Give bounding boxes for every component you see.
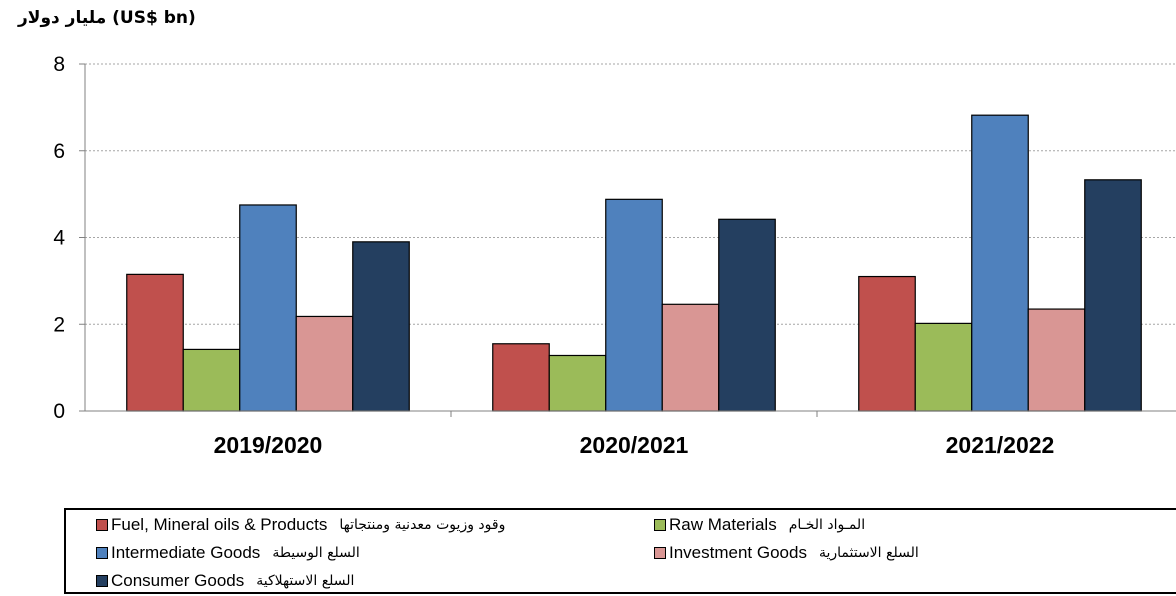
legend-label-en: Consumer Goods (111, 571, 245, 590)
legend: Fuel, Mineral oils & Products وقود وزيوت … (64, 508, 1176, 594)
bar-investment-goods-2020-2021 (661, 303, 720, 412)
y-tick-label: 2 (53, 313, 65, 336)
bar-fuel-mineral-oils-products-2021-2022 (858, 275, 916, 412)
bar-investment-goods-2021-2022 (1027, 308, 1086, 412)
y-tick-label: 6 (53, 140, 65, 163)
x-category-label: 2021/2022 (946, 432, 1055, 458)
legend-swatch (96, 547, 108, 559)
bar-chart: 0 2 4 6 8 2019/2020 2020/2021 2021/2022 (53, 53, 1176, 458)
x-category-label: 2020/2021 (580, 432, 689, 458)
unit-label: مليار دولار (US$ bn) (18, 8, 196, 28)
axes (79, 63, 1176, 417)
legend-swatch (96, 519, 108, 531)
bar-fuel-mineral-oils-products-2019-2020 (126, 273, 184, 412)
y-tick-label: 0 (53, 400, 65, 423)
legend-label-en: Fuel, Mineral oils & Products (111, 515, 328, 534)
legend-label-ar: وقود وزيوت معدنية ومنتجاتها (339, 517, 506, 533)
legend-label-ar: السلع الاستثمارية (818, 545, 919, 561)
legend-label-en: Intermediate Goods (111, 543, 261, 562)
bars (126, 114, 1142, 412)
bar-intermediate-goods-2019-2020 (239, 204, 297, 412)
bar-consumer-goods-2019-2020 (352, 241, 410, 412)
legend-label-ar: السلع الاستهلاكية (256, 573, 355, 589)
bar-raw-materials-2019-2020 (182, 348, 241, 412)
legend-item-consumer-goods: Consumer Goods السلع الاستهلاكية (96, 571, 354, 591)
bar-fuel-mineral-oils-products-2020-2021 (492, 343, 550, 412)
legend-label-ar: المـواد الخـام (788, 517, 866, 533)
legend-swatch (654, 519, 666, 531)
legend-label-ar: السلع الوسيطة (272, 545, 360, 561)
legend-item-investment-goods: Investment Goods السلع الاستثمارية (654, 543, 919, 563)
bar-investment-goods-2019-2020 (295, 315, 354, 412)
legend-item-intermediate-goods: Intermediate Goods السلع الوسيطة (96, 543, 360, 563)
legend-item-raw-materials: Raw Materials المـواد الخـام (654, 515, 865, 535)
x-category-label: 2019/2020 (214, 432, 323, 458)
bar-intermediate-goods-2021-2022 (971, 114, 1029, 412)
legend-swatch (654, 547, 666, 559)
y-tick-label: 4 (53, 227, 65, 250)
tick-labels: 0 2 4 6 8 2019/2020 2020/2021 2021/2022 (53, 53, 1054, 458)
bar-consumer-goods-2021-2022 (1084, 179, 1142, 412)
legend-label-en: Investment Goods (669, 543, 807, 562)
bar-consumer-goods-2020-2021 (718, 218, 776, 412)
y-tick-label: 8 (53, 53, 65, 76)
legend-item-fuel-mineral-oils-products: Fuel, Mineral oils & Products وقود وزيوت … (96, 515, 505, 535)
legend-label-en: Raw Materials (669, 515, 777, 534)
legend-swatch (96, 575, 108, 587)
bar-raw-materials-2020-2021 (548, 354, 607, 412)
bar-intermediate-goods-2020-2021 (605, 198, 663, 412)
bar-raw-materials-2021-2022 (914, 322, 973, 412)
